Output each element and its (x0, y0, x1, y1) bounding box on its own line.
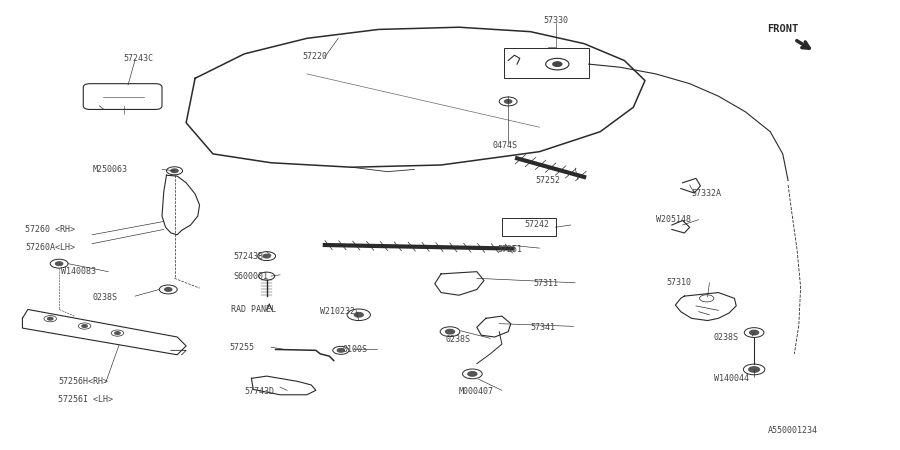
Circle shape (553, 62, 562, 66)
Circle shape (56, 262, 63, 266)
Text: 57220: 57220 (302, 52, 328, 61)
Text: A550001234: A550001234 (768, 426, 817, 435)
Circle shape (82, 325, 87, 328)
Bar (502, 218, 555, 236)
Text: M000407: M000407 (459, 387, 494, 396)
Circle shape (355, 313, 364, 317)
Circle shape (338, 349, 345, 352)
Text: 0100S: 0100S (343, 345, 368, 354)
Text: RAD PANEL: RAD PANEL (231, 305, 276, 314)
Text: 57330: 57330 (543, 16, 568, 25)
Text: 57332A: 57332A (691, 189, 722, 198)
Text: 57243C: 57243C (123, 54, 154, 63)
Text: FRONT: FRONT (768, 24, 799, 34)
Text: 0238S: 0238S (92, 292, 117, 302)
Circle shape (48, 317, 53, 320)
Text: W210232: W210232 (320, 307, 356, 316)
Text: 57255: 57255 (230, 343, 254, 352)
Text: 57260 <RH>: 57260 <RH> (25, 225, 75, 234)
Text: 57242: 57242 (524, 220, 549, 230)
Text: S600001: S600001 (233, 272, 268, 281)
Circle shape (115, 332, 120, 334)
Text: 57243B: 57243B (233, 252, 264, 261)
Circle shape (263, 254, 270, 258)
Text: W140044: W140044 (714, 374, 749, 383)
Text: 57743D: 57743D (244, 387, 274, 396)
Text: 57256I <LH>: 57256I <LH> (58, 395, 113, 404)
Text: 57252: 57252 (536, 176, 561, 185)
Text: 0238S: 0238S (714, 333, 739, 342)
Circle shape (468, 372, 477, 376)
Bar (504, 48, 589, 78)
Text: 57251: 57251 (498, 245, 522, 254)
Text: 0474S: 0474S (493, 140, 518, 149)
Circle shape (171, 169, 178, 172)
Text: M250063: M250063 (92, 165, 127, 174)
Text: 0238S: 0238S (446, 335, 471, 344)
Text: W140083: W140083 (61, 267, 96, 276)
Circle shape (749, 367, 760, 372)
Text: 57341: 57341 (530, 323, 555, 332)
Circle shape (446, 329, 454, 334)
Text: 57260A<LH>: 57260A<LH> (25, 243, 75, 252)
Text: 57310: 57310 (667, 278, 691, 287)
Text: 57311: 57311 (533, 279, 558, 288)
Circle shape (505, 99, 512, 103)
Text: W205148: W205148 (656, 215, 690, 224)
Circle shape (750, 330, 759, 335)
Text: 57256H<RH>: 57256H<RH> (58, 377, 108, 386)
Circle shape (165, 288, 172, 291)
